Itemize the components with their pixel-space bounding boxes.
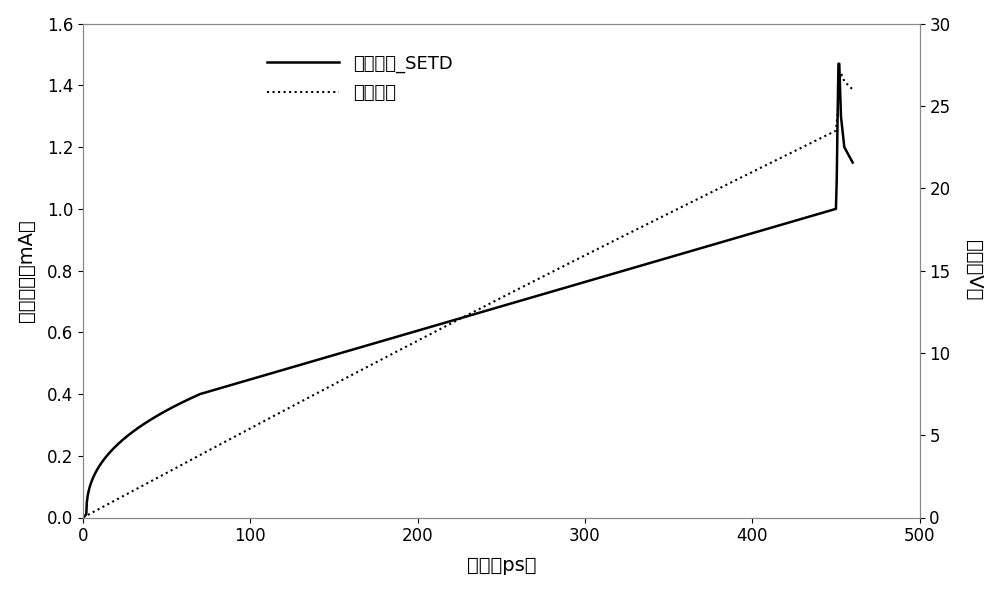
Legend: 漏极电流_SETD, 漏极电压: 漏极电流_SETD, 漏极电压: [259, 47, 460, 109]
X-axis label: 时间（ps）: 时间（ps）: [467, 556, 536, 575]
Y-axis label: 电压（V）: 电压（V）: [964, 240, 983, 301]
Y-axis label: 漏极电流（mA）: 漏极电流（mA）: [17, 219, 36, 322]
